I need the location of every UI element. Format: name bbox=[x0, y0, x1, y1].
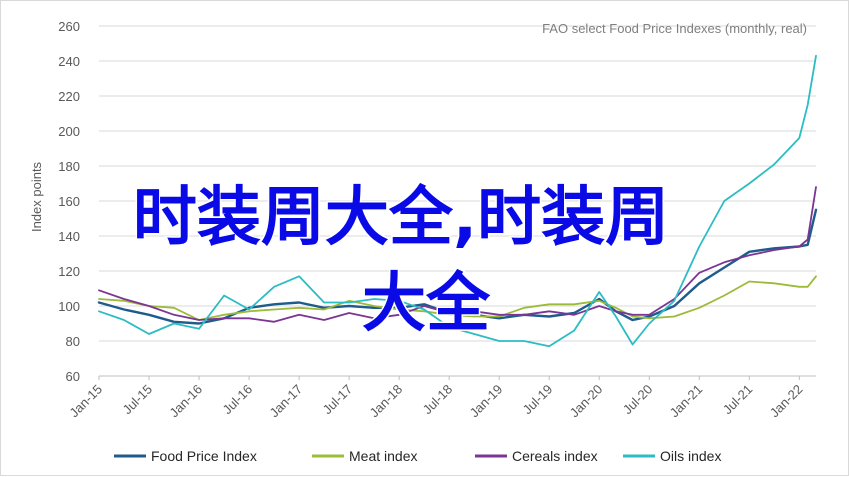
overlay-text-line2: 大全 bbox=[362, 267, 491, 341]
y-tick-label: 160 bbox=[58, 194, 80, 209]
x-tick-label: Jul-15 bbox=[119, 382, 155, 418]
series-line-oils-index bbox=[98, 54, 817, 348]
y-tick-label: 60 bbox=[66, 369, 80, 384]
x-tick-label: Jan-18 bbox=[367, 382, 406, 421]
x-axis-ticks: Jan-15 Jul-15 Jan-16 Jul-16 Jan-17 Jul-17 Jan-… bbox=[66, 376, 805, 420]
legend-label: Meat index bbox=[349, 448, 417, 464]
x-tick-label: Jan-19 bbox=[467, 382, 506, 421]
series-lines bbox=[97, 54, 818, 348]
y-axis-ticks: 60 80 100 120 140 160 180 200 220 240 260 bbox=[58, 19, 80, 384]
y-tick-label: 260 bbox=[58, 19, 80, 34]
legend-label: Cereals index bbox=[512, 448, 598, 464]
x-tick-label: Jul-20 bbox=[620, 382, 656, 418]
y-tick-label: 120 bbox=[58, 264, 80, 279]
overlay-text-line1: 时装周大全,时装周 bbox=[133, 181, 669, 255]
y-tick-label: 100 bbox=[58, 299, 80, 314]
x-tick-label: Jan-20 bbox=[567, 382, 606, 421]
x-tick-label: Jul-16 bbox=[220, 382, 256, 418]
x-tick-label: Jul-21 bbox=[720, 382, 756, 418]
x-tick-label: Jan-22 bbox=[767, 382, 806, 421]
x-tick-label: Jan-15 bbox=[66, 382, 105, 421]
y-tick-label: 220 bbox=[58, 89, 80, 104]
y-axis-label: Index points bbox=[29, 161, 44, 232]
series-line-meat-index bbox=[98, 275, 817, 321]
legend-label: Oils index bbox=[660, 448, 721, 464]
legend-label: Food Price Index bbox=[151, 448, 257, 464]
series-line-cereals-index bbox=[98, 186, 817, 323]
x-tick-label: Jul-17 bbox=[320, 382, 356, 418]
x-tick-label: Jul-18 bbox=[420, 382, 456, 418]
y-tick-label: 240 bbox=[58, 54, 80, 69]
x-tick-label: Jan-16 bbox=[166, 382, 205, 421]
x-tick-label: Jan-17 bbox=[267, 382, 306, 421]
y-tick-label: 140 bbox=[58, 229, 80, 244]
chart-title: FAO select Food Price Indexes (monthly, … bbox=[542, 21, 807, 36]
y-tick-label: 180 bbox=[58, 159, 80, 174]
y-tick-label: 200 bbox=[58, 124, 80, 139]
grid-lines bbox=[99, 25, 816, 342]
legend: Food Price Index Meat index Cereals index O… bbox=[114, 448, 721, 464]
x-tick-label: Jan-21 bbox=[667, 382, 706, 421]
y-tick-label: 80 bbox=[66, 334, 80, 349]
x-tick-label: Jul-19 bbox=[520, 382, 556, 418]
